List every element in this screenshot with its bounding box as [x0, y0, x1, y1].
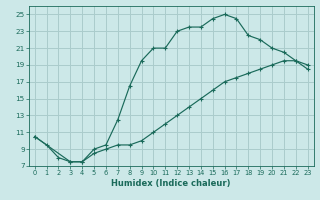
X-axis label: Humidex (Indice chaleur): Humidex (Indice chaleur) [111, 179, 231, 188]
